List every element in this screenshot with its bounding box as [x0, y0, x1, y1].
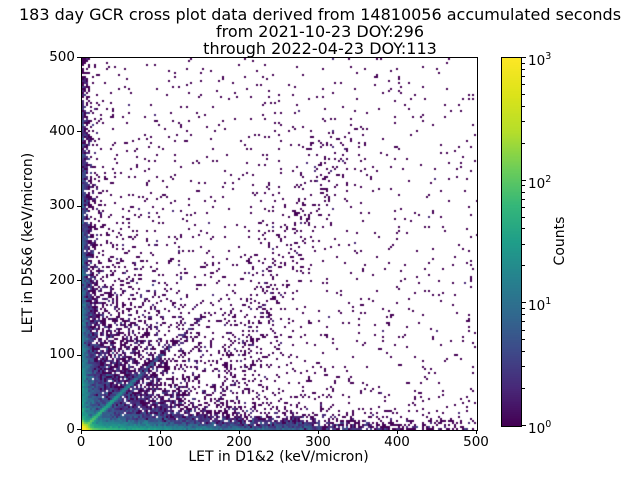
- colorbar-minor-tick: [522, 142, 525, 144]
- colorbar-tick-100: [522, 179, 526, 181]
- x-tick-label-0: 0: [76, 434, 86, 450]
- x-tick-500: [476, 430, 477, 434]
- colorbar-tick-base: 10: [528, 421, 546, 437]
- colorbar: [501, 57, 522, 427]
- colorbar-tick-1: [522, 425, 526, 426]
- colorbar-minor-tick: [522, 198, 525, 200]
- colorbar-minor-tick: [522, 243, 525, 245]
- x-tick-label-200: 200: [226, 434, 252, 450]
- y-tick-400: [77, 131, 81, 133]
- colorbar-tick-exponent: 0: [545, 419, 552, 430]
- colorbar-minor-tick: [522, 388, 525, 390]
- colorbar-tick-exponent: 1: [545, 296, 552, 308]
- colorbar-tick-label-100: 102: [528, 171, 551, 193]
- colorbar-minor-tick: [522, 228, 525, 230]
- chart-title: 183 day GCR cross plot data derived from…: [0, 6, 640, 57]
- colorbar-tick-exponent: 3: [545, 51, 552, 62]
- x-tick-100: [160, 430, 161, 434]
- x-tick-label-300: 300: [305, 434, 331, 450]
- x-tick-label-400: 400: [384, 434, 410, 450]
- colorbar-minor-tick: [522, 62, 525, 64]
- chart-title-line3: through 2022-04-23 DOY:113: [203, 39, 437, 58]
- colorbar-minor-tick: [522, 93, 525, 95]
- colorbar-tick-base: 10: [528, 53, 546, 69]
- y-tick-100: [77, 354, 81, 356]
- colorbar-minor-tick: [522, 105, 525, 107]
- colorbar-tick-10: [522, 302, 526, 304]
- x-tick-200: [239, 430, 240, 434]
- y-tick-500: [77, 57, 81, 58]
- colorbar-gradient-canvas: [502, 58, 521, 426]
- colorbar-tick-label-10: 101: [528, 293, 551, 315]
- colorbar-minor-tick: [522, 329, 525, 331]
- colorbar-minor-tick: [522, 185, 525, 187]
- y-tick-300: [77, 205, 81, 207]
- colorbar-minor-tick: [522, 321, 525, 323]
- chart-title-line1: 183 day GCR cross plot data derived from…: [18, 5, 622, 24]
- chart-title-line2: from 2021-10-23 DOY:296: [215, 22, 424, 41]
- colorbar-tick-label-1: 100: [528, 416, 551, 438]
- x-tick-400: [397, 430, 398, 434]
- colorbar-tick-1000: [522, 57, 526, 58]
- colorbar-tick-label-1000: 103: [528, 48, 551, 70]
- colorbar-minor-tick: [522, 191, 525, 193]
- colorbar-tick-base: 10: [528, 298, 546, 315]
- colorbar-minor-tick: [522, 121, 525, 123]
- plot-area: [81, 57, 478, 431]
- y-tick-0: [77, 429, 81, 430]
- x-tick-0: [81, 430, 82, 434]
- colorbar-minor-tick: [522, 366, 525, 368]
- x-axis-label: LET in D1&2 (keV/micron): [188, 449, 369, 465]
- y-axis-label: LET in D5&6 (keV/micron): [20, 152, 36, 334]
- colorbar-minor-tick: [522, 351, 525, 353]
- y-tick-label-200: 200: [49, 271, 75, 288]
- colorbar-tick-base: 10: [528, 175, 546, 192]
- colorbar-minor-tick: [522, 76, 525, 77]
- colorbar-minor-tick: [522, 68, 525, 70]
- scatter-plot-canvas: [82, 58, 477, 430]
- colorbar-minor-tick: [522, 339, 525, 341]
- colorbar-minor-tick: [522, 314, 525, 316]
- y-tick-label-500: 500: [49, 48, 75, 65]
- colorbar-tick-exponent: 2: [545, 173, 552, 185]
- colorbar-minor-tick: [522, 307, 525, 309]
- colorbar-minor-tick: [522, 84, 525, 86]
- colorbar-minor-tick: [522, 265, 525, 267]
- colorbar-minor-tick: [522, 206, 525, 208]
- x-tick-300: [318, 430, 319, 434]
- y-tick-label-0: 0: [66, 420, 75, 437]
- colorbar-label: Counts: [552, 216, 568, 266]
- x-tick-label-500: 500: [463, 434, 489, 450]
- y-tick-label-400: 400: [49, 122, 75, 139]
- y-tick-label-300: 300: [49, 197, 75, 214]
- y-tick-200: [77, 280, 81, 282]
- x-tick-label-100: 100: [147, 434, 173, 450]
- colorbar-minor-tick: [522, 216, 525, 218]
- y-tick-label-100: 100: [49, 346, 75, 363]
